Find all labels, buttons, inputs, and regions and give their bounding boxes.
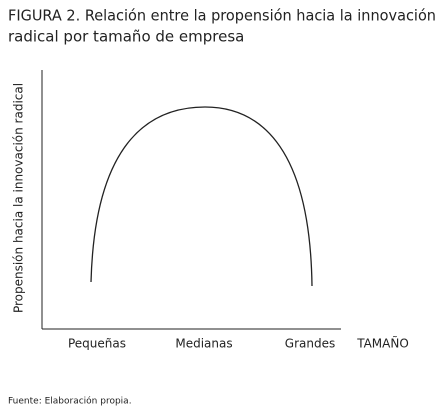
x-tick-label: Pequeñas: [68, 337, 126, 351]
source: Fuente: Elaboración propia.: [8, 396, 132, 407]
curve: [90, 106, 313, 287]
chart-title: radical por tamaño de empresa: [8, 28, 244, 46]
x-tick-label: Grandes: [285, 337, 335, 351]
x-tick-label: Medianas: [175, 337, 232, 351]
y-axis-label: Propensión hacia la innovación radical: [12, 83, 26, 313]
x-axis-label: TAMAÑO: [356, 336, 409, 351]
chart-title: FIGURA 2. Relación entre la propensión h…: [8, 7, 436, 25]
